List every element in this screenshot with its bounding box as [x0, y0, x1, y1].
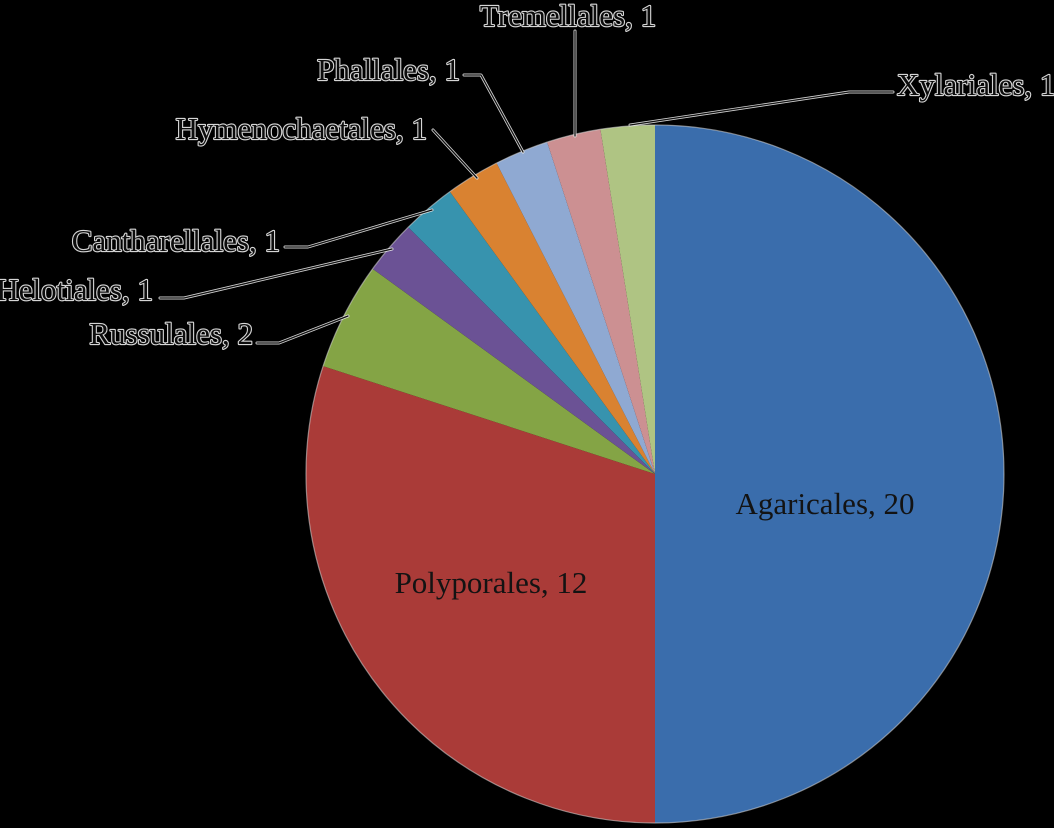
pie-slice-agaricales	[655, 125, 1004, 823]
label-xylariales: Xylariales, 1	[897, 67, 1054, 102]
pie-slice-helotiales	[372, 227, 655, 474]
leader-line-hymenochaetales	[432, 129, 478, 179]
label-helotiales: Helotiales, 1	[0, 272, 153, 307]
leader-line-xylariales	[629, 91, 894, 126]
pie-slice-cantharellales	[408, 191, 655, 474]
leader-line-cantharellales	[284, 209, 433, 248]
leader-line-phallales	[463, 74, 524, 153]
label-phallales: Phallales, 1	[317, 52, 460, 87]
pie-slice-hymenochaetales	[449, 163, 655, 475]
pie-slice-tremellales	[547, 129, 655, 475]
leader-line-helotiales	[159, 248, 393, 299]
pie-slice-polyporales	[305, 366, 655, 823]
pie-slice-russulales	[323, 268, 655, 474]
leader-line-xylariales	[628, 90, 895, 127]
leader-line-phallales	[462, 73, 525, 154]
label-tremellales: Tremellales, 1	[480, 0, 656, 33]
pie-slices-group	[305, 125, 1004, 823]
pie-slice-phallales	[496, 142, 655, 474]
pie-slice-xylariales	[600, 125, 655, 474]
label-russulales: Russulales, 2	[89, 316, 253, 351]
leader-line-russulales	[256, 315, 349, 344]
label-agaricales: Agaricales, 20	[735, 486, 914, 521]
pie-labels-group: Agaricales, 20 Polyporales, 12 Russulale…	[0, 0, 1054, 600]
pie-outer-rim	[305, 124, 1005, 824]
leader-lines-group	[158, 29, 895, 345]
label-polyporales: Polyporales, 12	[395, 565, 588, 600]
label-hymenochaetales: Hymenochaetales, 1	[176, 111, 427, 146]
label-cantharellales: Cantharellales, 1	[72, 223, 280, 258]
